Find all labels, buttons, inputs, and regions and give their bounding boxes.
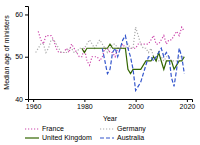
legend-item: Australia [100, 134, 144, 141]
legend-swatch [25, 128, 39, 129]
legend-swatch [100, 128, 114, 129]
y-tick-mark [25, 57, 28, 58]
plot-area [36, 27, 185, 90]
y-tick-label: 60 [15, 11, 23, 18]
x-tick: 1980 [77, 99, 93, 110]
legend-label: Germany [117, 125, 146, 133]
y-tick: 50 [15, 53, 28, 60]
x-tick-mark [84, 99, 85, 102]
y-tick-mark [25, 14, 28, 15]
legend-item: France [25, 125, 64, 132]
y-tick-mark [25, 99, 28, 100]
legend-swatch [100, 137, 114, 138]
x-axis-line [29, 100, 193, 103]
x-tick: 2000 [128, 99, 144, 110]
x-tick-label: 1980 [77, 103, 93, 110]
x-tick-label: 2000 [128, 103, 144, 110]
legend-item: Germany [100, 125, 146, 133]
y-axis: 40 50 60 [15, 7, 28, 103]
chart: 1960 1980 2000 2020 40 50 60 Year Median age of … [0, 0, 200, 145]
y-tick: 60 [15, 11, 28, 18]
legend: France Germany United Kingdom Australia [25, 125, 146, 142]
x-tick-mark [187, 99, 188, 102]
legend-item: United Kingdom [25, 134, 92, 142]
x-tick: 1960 [26, 99, 42, 110]
x-tick-label: 2020 [180, 103, 196, 110]
legend-label: United Kingdom [42, 134, 92, 142]
x-tick-label: 1960 [26, 103, 42, 110]
y-axis-title: Median age of ministers [3, 15, 11, 90]
x-tick-mark [136, 99, 137, 102]
legend-label: France [42, 125, 64, 132]
y-tick: 40 [15, 96, 28, 103]
legend-swatch [25, 137, 39, 138]
legend-label: Australia [117, 134, 144, 141]
y-tick-label: 40 [15, 96, 23, 103]
x-tick: 2020 [180, 99, 196, 110]
x-axis: 1960 1980 2000 2020 [26, 99, 195, 110]
y-tick-label: 50 [15, 53, 23, 60]
x-axis-title: Year [103, 115, 118, 122]
series-line [102, 36, 184, 91]
y-axis-line [25, 7, 29, 100]
x-tick-mark [33, 99, 34, 102]
